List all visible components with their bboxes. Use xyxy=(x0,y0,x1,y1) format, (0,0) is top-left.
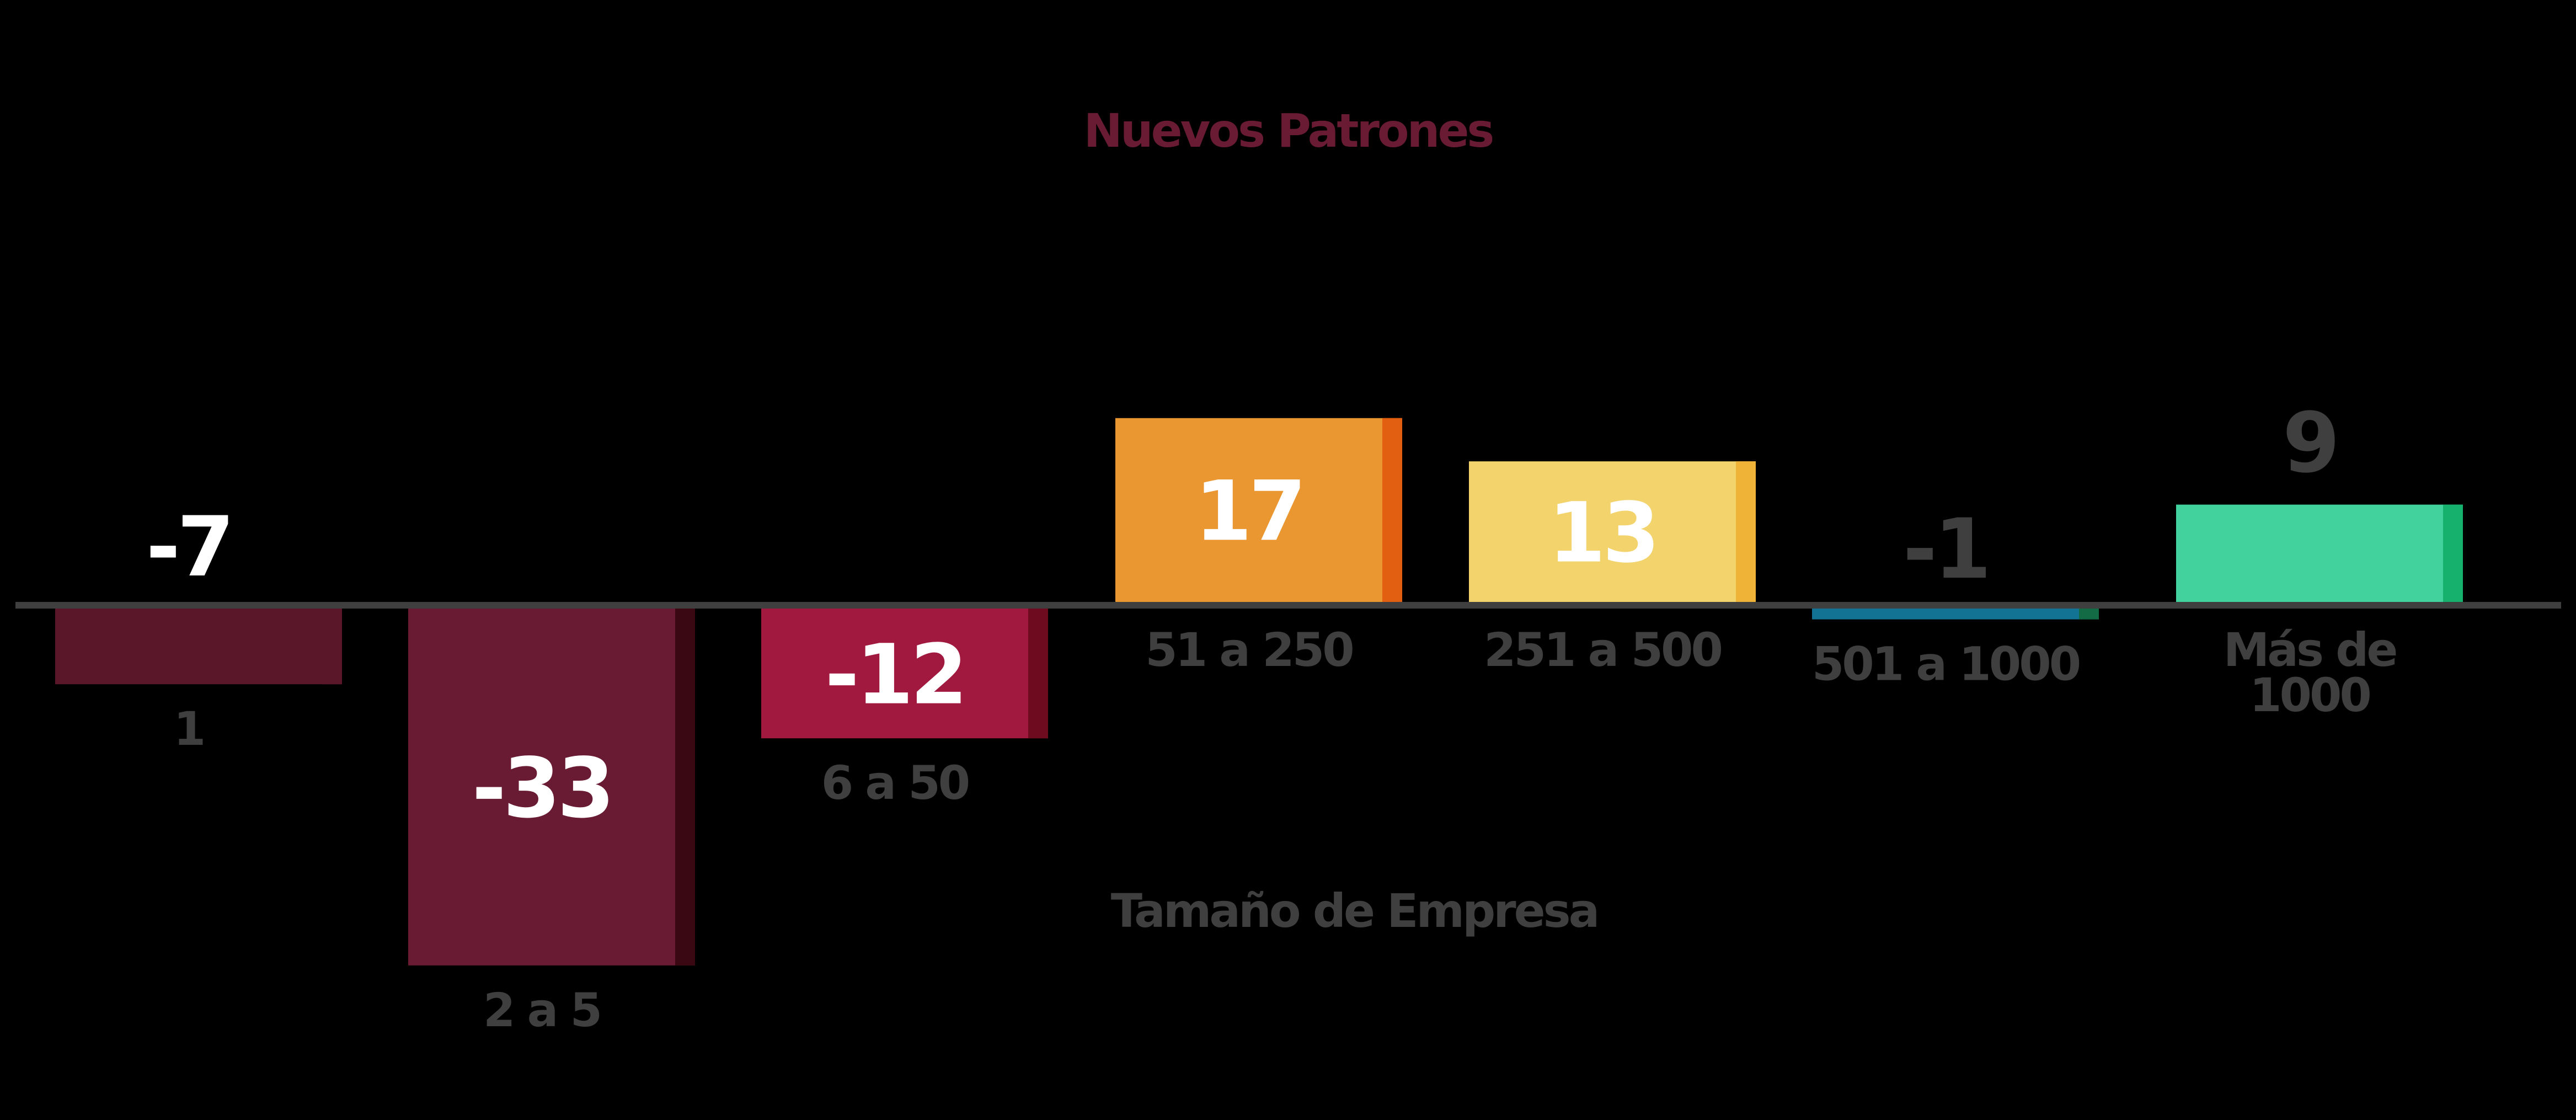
bar-side-501-a-1000 xyxy=(2079,609,2099,620)
value-label-2-a-5: -33 xyxy=(472,740,612,836)
bar-side-2-a-5 xyxy=(675,609,695,966)
bar-2-a-5 xyxy=(408,609,695,966)
category-label-más-de-1000-line-2: 1000 xyxy=(2249,668,2370,722)
category-label-501-a-1000: 501 a 1000 xyxy=(1812,637,2080,691)
bar-1 xyxy=(55,609,342,685)
value-label-6-a-50: -12 xyxy=(825,627,965,723)
bar-más-de-1000 xyxy=(2176,504,2463,602)
bar-501-a-1000 xyxy=(1812,609,2099,620)
value-label-1: -7 xyxy=(146,499,232,595)
chart-title: Nuevos Patrones xyxy=(1084,104,1493,158)
value-label-más-de-1000: 9 xyxy=(2283,396,2337,492)
x-axis-title: Tamaño de Empresa xyxy=(1111,884,1598,938)
value-label-251-a-500: 13 xyxy=(1548,486,1657,582)
bar-side-1 xyxy=(322,609,342,685)
category-label-más-de-1000-line-1: Más de xyxy=(2224,623,2396,677)
bar-251-a-500 xyxy=(1469,461,1756,602)
bar-side-más-de-1000 xyxy=(2443,504,2463,602)
bar-side-6-a-50 xyxy=(1028,609,1048,739)
category-label-51-a-250: 51 a 250 xyxy=(1145,623,1353,677)
bars-group: -7 1 -33 2 a 5 -12 6 a 50 17 51 a 250 13 251 a 50… xyxy=(55,396,2463,1037)
category-label-251-a-500: 251 a 500 xyxy=(1484,623,1721,677)
category-label-2-a-5: 2 a 5 xyxy=(483,983,600,1037)
category-label-1: 1 xyxy=(174,702,204,756)
value-label-501-a-1000: -1 xyxy=(1903,502,1989,598)
bar-side-251-a-500 xyxy=(1736,461,1756,602)
bar-6-a-50 xyxy=(761,609,1048,739)
bar-51-a-250 xyxy=(1115,418,1402,602)
value-label-51-a-250: 17 xyxy=(1195,463,1303,559)
category-label-6-a-50: 6 a 50 xyxy=(821,756,969,810)
bar-side-51-a-250 xyxy=(1382,418,1402,602)
